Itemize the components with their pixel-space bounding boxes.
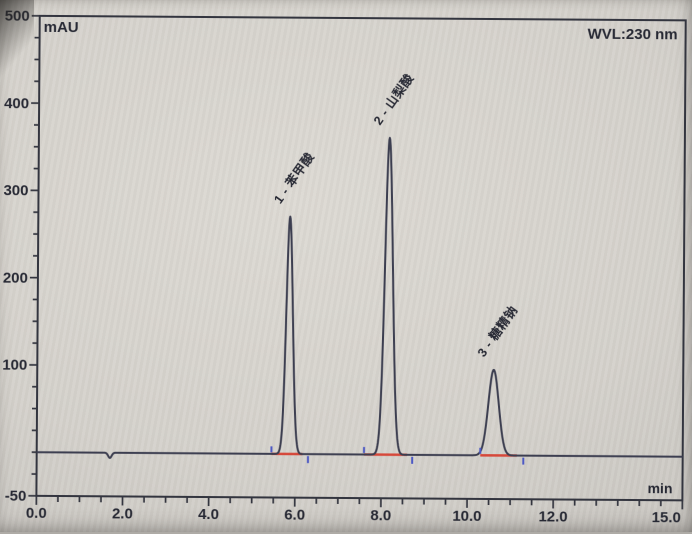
y-axis-unit-label: mAU (44, 19, 79, 36)
x-tick-label: 12.0 (538, 508, 567, 525)
peak-label: 1 - 苯甲酸 (271, 149, 317, 206)
peak-label: 2 - 山梨酸 (370, 71, 416, 128)
x-tick-label: 4.0 (198, 506, 219, 523)
y-tick-label: 300 (3, 182, 28, 199)
x-axis-unit-label: min (648, 480, 673, 496)
peak-label: 3 - 糖精钠 (474, 303, 520, 360)
y-tick-label: 100 (2, 357, 27, 374)
trace-line (37, 135, 685, 462)
x-tick-label: 2.0 (112, 505, 133, 522)
peak-labels: 1 - 苯甲酸 2 - 山梨酸 3 - 糖精钠 (269, 70, 522, 360)
x-tick-label: 8.0 (370, 507, 391, 524)
y-tick-label: 400 (4, 95, 29, 112)
y-tick-label: 500 (5, 8, 30, 25)
x-tick-label: 6.0 (284, 507, 305, 524)
y-axis-ticks: -50 100 200 300 400 500 (1, 8, 39, 505)
x-tick-label: 10.0 (452, 508, 481, 525)
y-tick-label: -50 (5, 488, 27, 505)
x-tick-label: 0.0 (26, 505, 47, 522)
x-axis-ticks: 0.0 2.0 4.0 6.0 8.0 10.0 12.0 15.0 (26, 497, 683, 527)
wavelength-label: WVL:230 nm (588, 26, 678, 44)
axis-frame (36, 16, 685, 500)
y-tick-label: 200 (3, 269, 28, 286)
x-tick-label: 15.0 (652, 509, 681, 526)
